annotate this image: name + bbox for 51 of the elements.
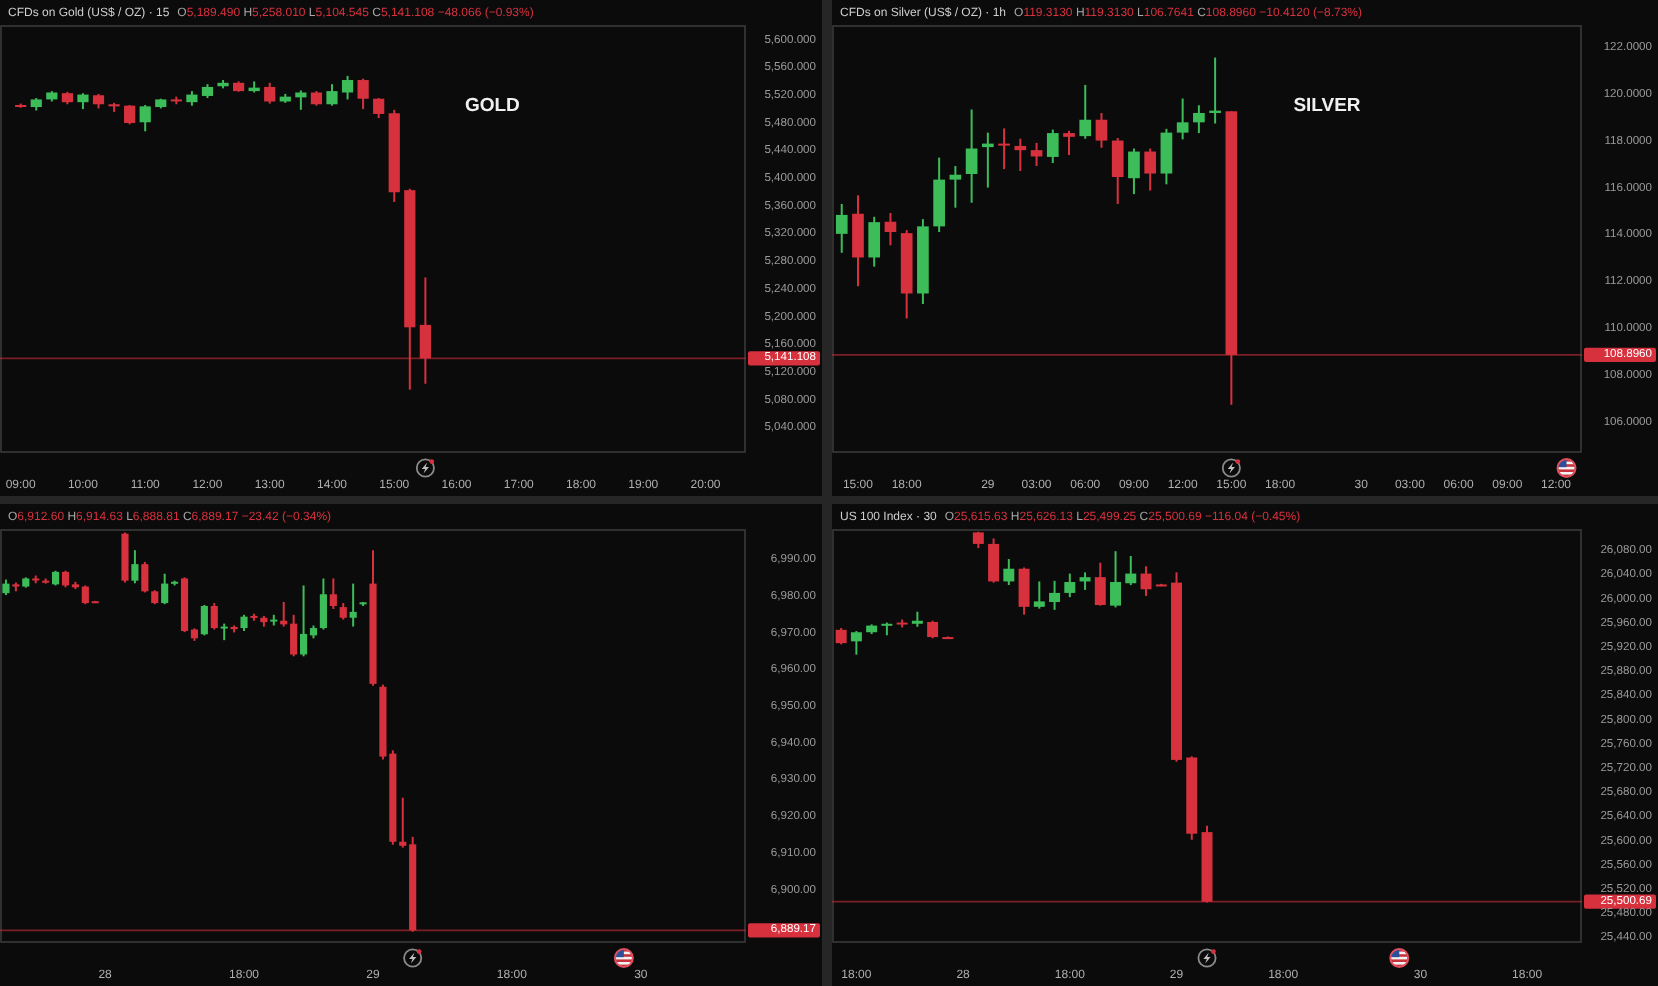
candlestick xyxy=(1079,83,1092,140)
candlestick xyxy=(357,77,369,111)
candlestick xyxy=(1125,555,1137,587)
candlestick xyxy=(835,202,848,254)
candlestick xyxy=(1128,147,1140,196)
candlestick xyxy=(264,81,276,105)
candlestick xyxy=(341,74,354,101)
candlestick xyxy=(1033,580,1045,610)
candlestick xyxy=(1049,579,1061,611)
candlestick xyxy=(1046,128,1059,165)
candlestick xyxy=(1110,550,1122,609)
candlestick xyxy=(139,103,151,133)
candlestick xyxy=(1176,97,1189,141)
candlestick xyxy=(290,613,298,658)
candlestick xyxy=(1095,111,1108,149)
candlestick xyxy=(161,572,169,606)
candlestick xyxy=(373,97,385,120)
candlestick xyxy=(933,156,945,233)
candlestick xyxy=(988,537,1000,584)
candlestick xyxy=(884,212,897,247)
candlestick xyxy=(326,83,338,107)
candlestick xyxy=(349,582,357,628)
candlestick xyxy=(1140,565,1152,597)
candlestick xyxy=(1160,127,1173,186)
text: GOLD xyxy=(464,95,521,118)
candlestick xyxy=(1094,561,1106,607)
candlestick xyxy=(141,560,149,594)
candlestick xyxy=(1144,147,1157,192)
candlestick xyxy=(329,577,337,610)
candlestick xyxy=(1063,129,1075,157)
candlestick xyxy=(1014,137,1027,172)
candlestick xyxy=(295,89,307,111)
candlestick xyxy=(124,103,136,126)
candlestick xyxy=(210,602,218,631)
candlestick xyxy=(852,194,864,288)
candlestick xyxy=(1064,572,1076,599)
candlestick xyxy=(1018,566,1030,616)
candlestick xyxy=(419,276,431,385)
candlestick xyxy=(949,165,962,209)
candlestick xyxy=(868,215,881,268)
text: SILVER xyxy=(1293,95,1361,118)
candlestick xyxy=(1003,558,1015,587)
candlestick xyxy=(1193,104,1205,135)
candlestick xyxy=(319,577,327,631)
candlestick xyxy=(200,603,208,637)
candlestick xyxy=(1111,136,1124,205)
candlestick xyxy=(998,127,1010,171)
candlestick xyxy=(131,549,139,585)
candlestick xyxy=(121,531,129,584)
candlestick xyxy=(965,108,978,204)
candlestick xyxy=(850,630,862,656)
